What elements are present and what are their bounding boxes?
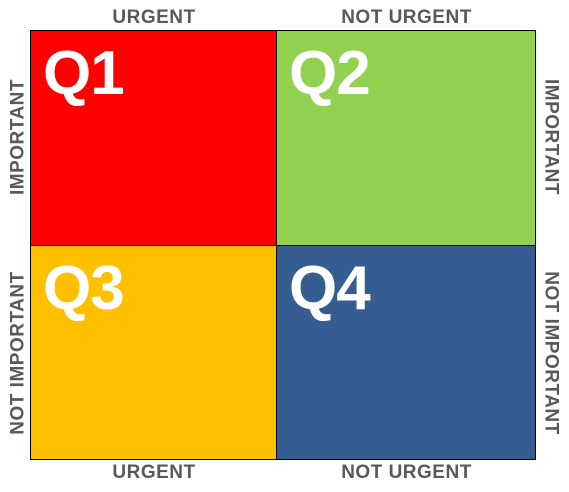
column-header-urgent-top: URGENT [31, 8, 277, 27]
row-label-important-left: IMPORTANT [9, 79, 28, 195]
column-footer-not-urgent-bottom: NOT URGENT [277, 463, 536, 482]
quadrant-q1: Q1 [31, 31, 277, 246]
row-label-not-important-left: NOT IMPORTANT [9, 271, 28, 434]
quadrant-label-q4: Q4 [289, 258, 370, 320]
quadrant-q3: Q3 [31, 246, 277, 459]
priority-matrix: Q1 Q2 Q3 Q4 [30, 30, 536, 460]
quadrant-q4: Q4 [277, 246, 535, 459]
quadrant-label-q2: Q2 [289, 43, 370, 105]
quadrant-label-q1: Q1 [43, 43, 124, 105]
quadrant-label-q3: Q3 [43, 258, 124, 320]
row-label-important-right: IMPORTANT [542, 79, 561, 195]
column-header-not-urgent-top: NOT URGENT [277, 8, 536, 27]
row-label-not-important-right: NOT IMPORTANT [542, 271, 561, 434]
column-footer-urgent-bottom: URGENT [31, 463, 277, 482]
quadrant-q2: Q2 [277, 31, 535, 246]
